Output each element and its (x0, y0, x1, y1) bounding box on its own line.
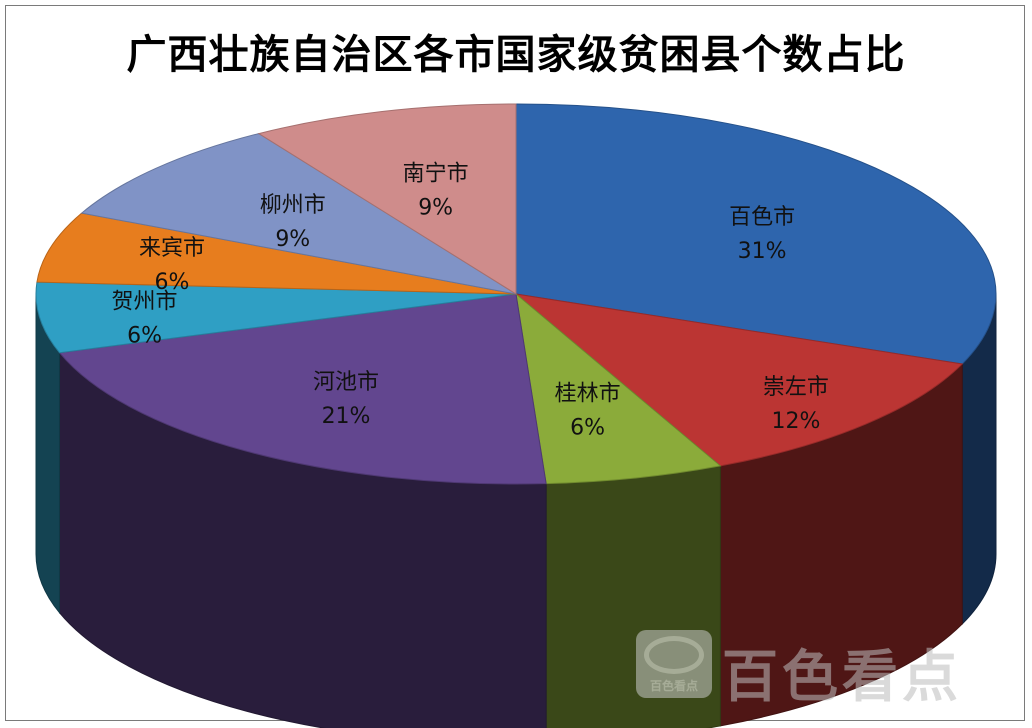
slice-percent-label: 31% (738, 239, 787, 264)
slice-percent-label: 21% (322, 404, 371, 429)
slice-percent-label: 9% (275, 227, 310, 252)
slice-percent-label: 6% (570, 415, 605, 440)
slice-name-label: 来宾市 (139, 236, 205, 261)
slice-percent-label: 6% (127, 324, 162, 349)
watermark: 百色看点 百色看点 (636, 628, 1016, 710)
pie-slice-2 (514, 293, 964, 467)
pie-top-layer (35, 103, 997, 485)
pie-slice-4 (58, 293, 547, 485)
pie-slice-3 (515, 292, 722, 485)
chart-title: 广西壮族自治区各市国家级贫困县个数占比 (126, 32, 906, 78)
slice-percent-label: 9% (418, 196, 453, 221)
pie-label-layer: 百色市31%崇左市12%桂林市6%河池市21%贺州市6%来宾市6%柳州市9%南宁… (112, 162, 829, 441)
slice-percent-label: 6% (155, 270, 190, 295)
pie-slice-6 (36, 212, 517, 295)
slice-name-label: 南宁市 (403, 162, 469, 187)
watermark-text: 百色看点 (722, 645, 962, 710)
watermark-logo-text: 百色看点 (649, 679, 698, 693)
slice-name-label: 崇左市 (763, 375, 829, 400)
slice-name-label: 柳州市 (260, 193, 326, 218)
pie-slice-1 (515, 103, 997, 365)
slice-name-label: 贺州市 (112, 290, 178, 315)
slice-percent-label: 12% (771, 409, 820, 434)
slice-name-label: 河池市 (313, 370, 379, 395)
pie-slice-5 (35, 281, 517, 354)
pie-slice-8 (257, 103, 517, 295)
pie-slice-7 (80, 133, 517, 295)
slice-name-label: 百色市 (729, 205, 795, 230)
slice-name-label: 桂林市 (555, 381, 621, 406)
watermark-logo-mark (644, 636, 704, 674)
watermark-logo-icon: 百色看点 (636, 630, 712, 698)
